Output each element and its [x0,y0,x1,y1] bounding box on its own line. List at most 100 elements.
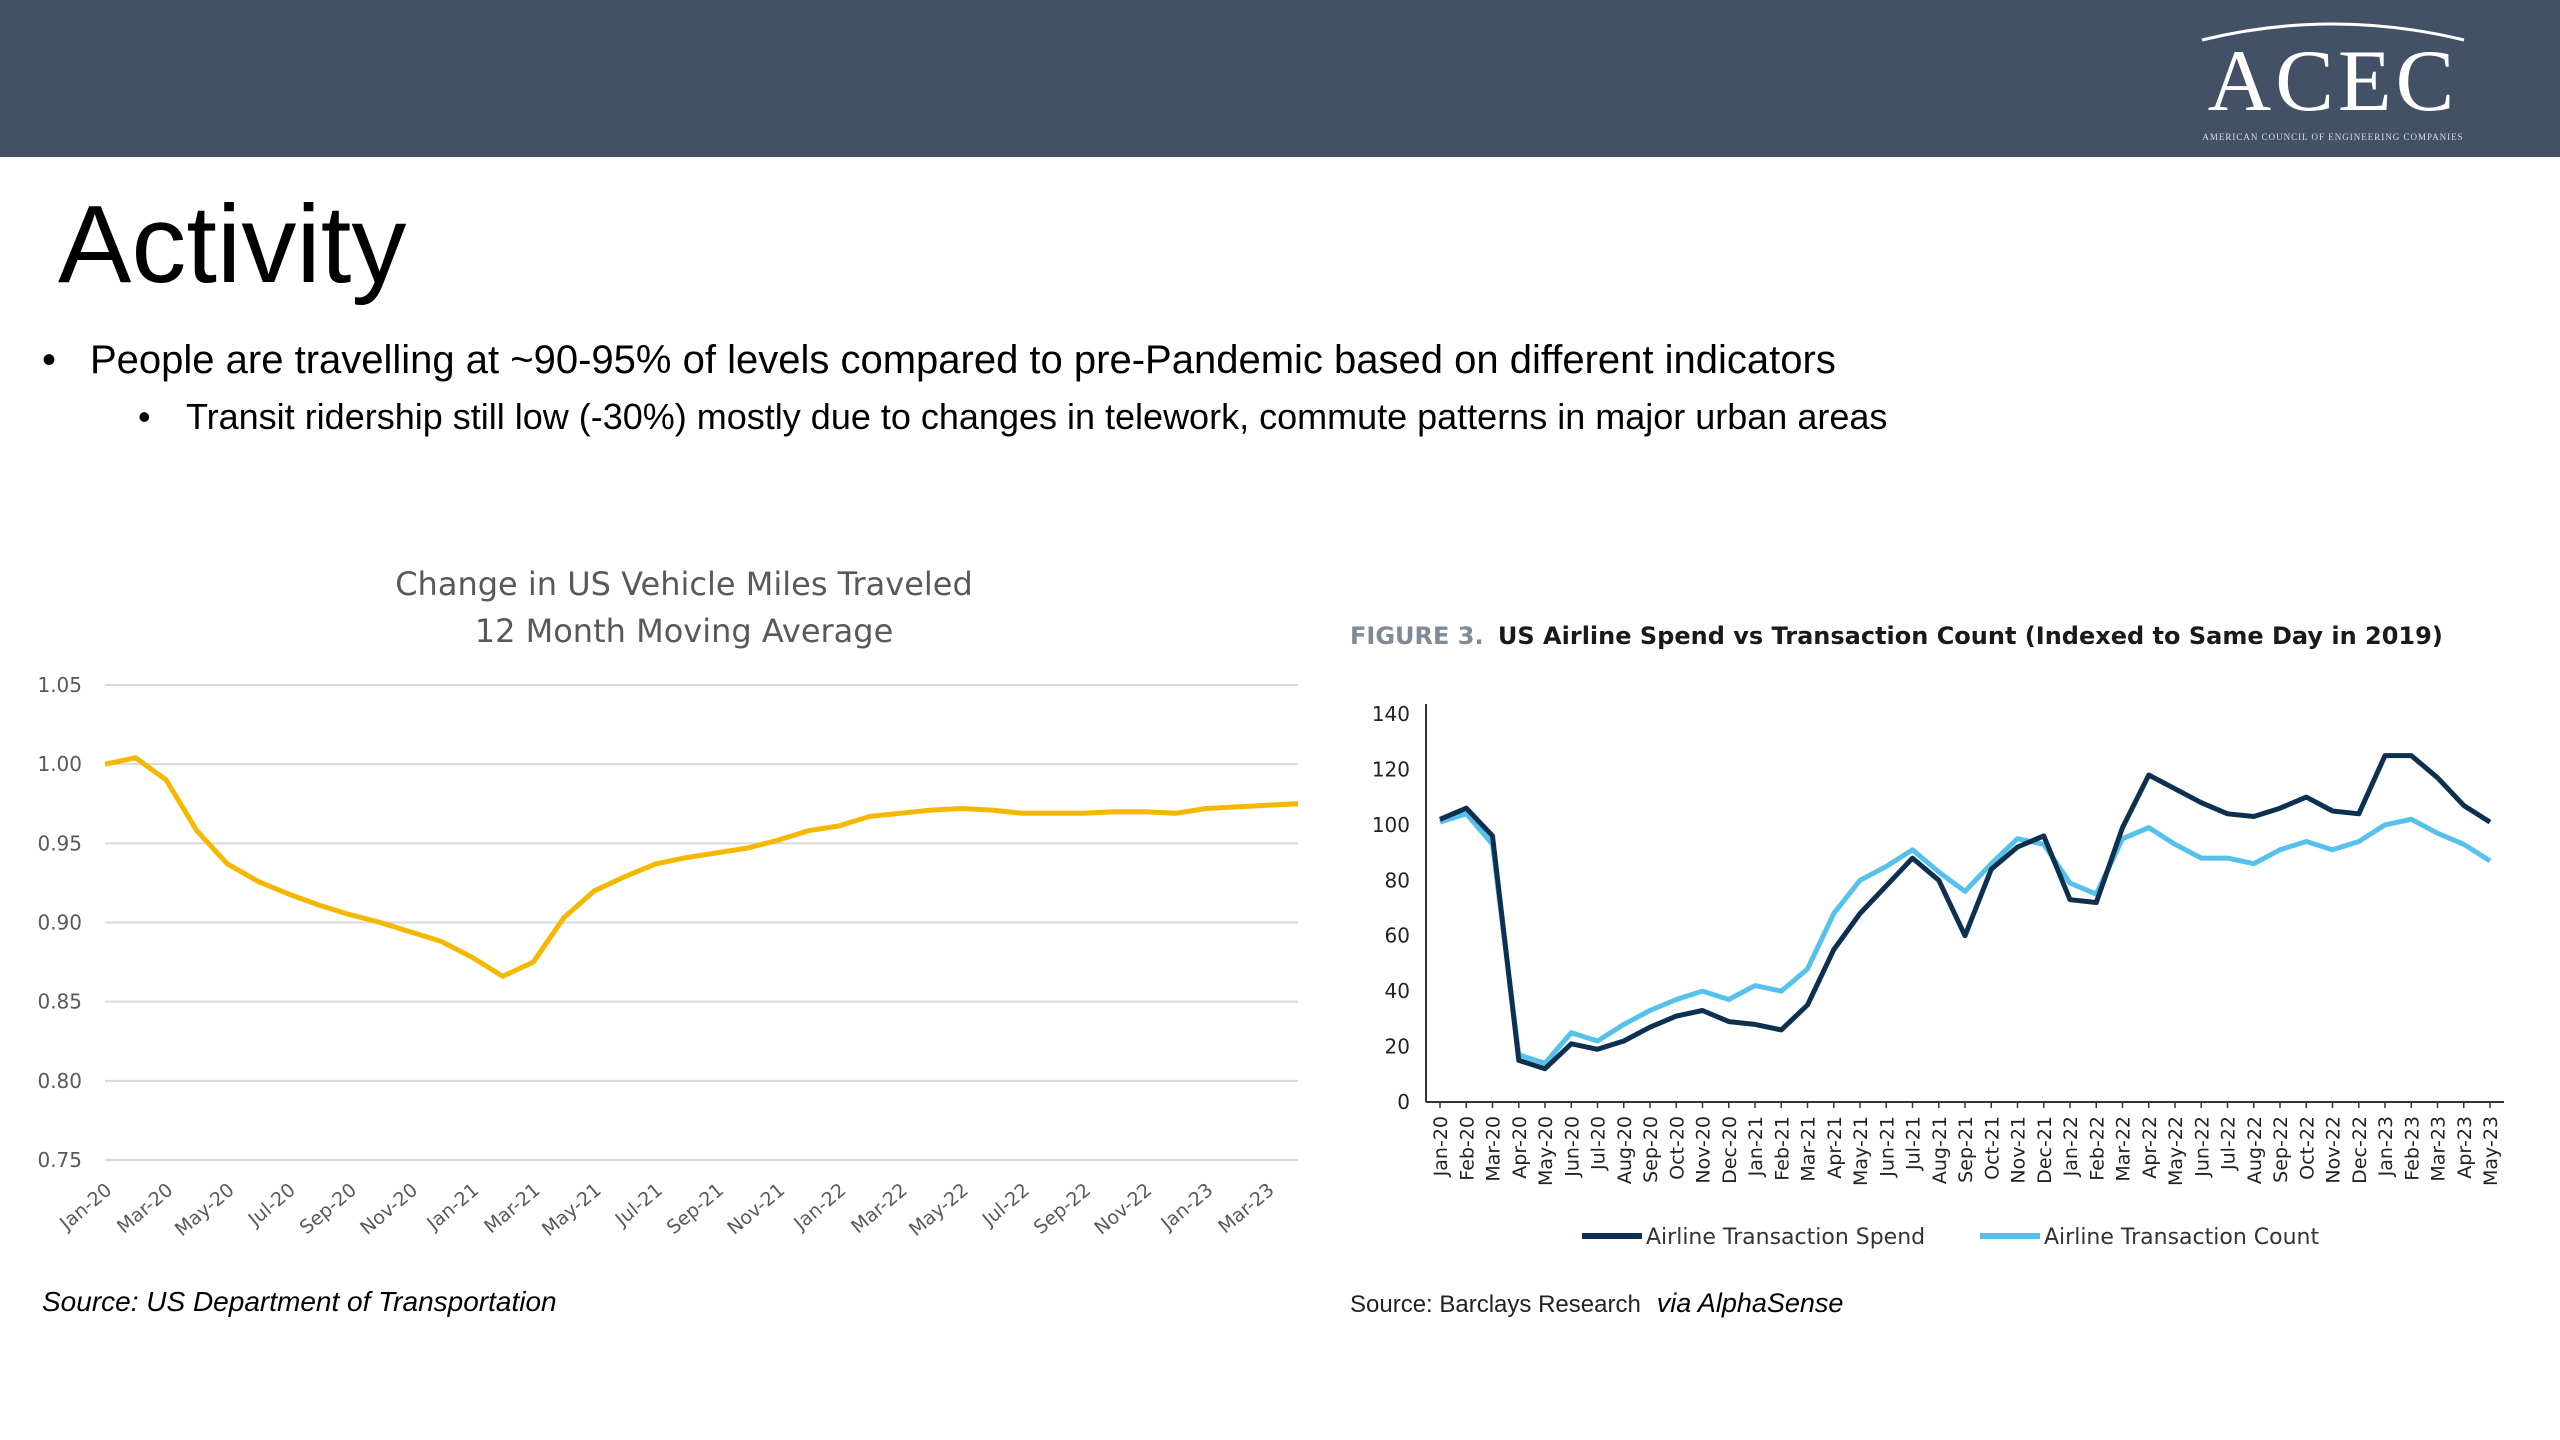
airline-xtick-label: Mar-21 [1798,1116,1820,1182]
vmt-xtick-label: Mar-20 [113,1179,177,1238]
vmt-ytick-label: 0.90 [37,911,82,935]
bullet-2: • Transit ridership still low (-30%) most… [138,397,1887,437]
vmt-ytick-label: 0.85 [37,990,82,1014]
airline-chart-title: US Airline Spend vs Transaction Count (I… [1498,622,2443,650]
airline-xtick-label: Apr-20 [1509,1116,1531,1179]
airline-xtick-label: Mar-23 [2428,1116,2450,1182]
airline-xtick-label: Dec-20 [1719,1116,1741,1184]
airline-xtick-label: Apr-23 [2454,1116,2476,1179]
vmt-xtick-label: Mar-22 [847,1179,911,1238]
airline-xtick-label: May-22 [2165,1116,2187,1186]
airline-xtick-label: Jan-23 [2375,1116,2397,1177]
bullet-1-glyph: • [42,338,57,382]
source-right: Source: Barclays Research via AlphaSense [1350,1288,1843,1319]
vmt-xtick-label: May-21 [538,1179,606,1241]
vmt-xtick-label: Nov-22 [1090,1179,1156,1239]
vmt-xtick-label: Mar-23 [1214,1179,1278,1238]
airline-ytick-label: 80 [1385,868,1410,892]
airline-xtick-label: Nov-21 [2008,1116,2030,1184]
airline-xtick-label: Mar-20 [1483,1116,1505,1182]
airline-xtick-label: Feb-20 [1456,1116,1478,1181]
airline-spend-line [1439,753,2492,1072]
vmt-xtick-label: Jan-21 [422,1179,483,1235]
airline-xtick-label: Jun-21 [1876,1116,1898,1178]
vmt-ytick-label: 0.80 [37,1069,82,1093]
airline-xtick-label: Feb-23 [2401,1116,2423,1181]
vmt-chart: Change in US Vehicle Miles Traveled 12 M… [37,565,1299,1241]
vmt-ytick-label: 0.95 [37,831,82,855]
vmt-ytick-label: 1.00 [37,752,82,776]
vmt-ytick-label: 0.75 [37,1148,82,1172]
bullet-1: • People are travelling at ~90-95% of lev… [42,338,1836,382]
airline-ytick-label: 60 [1385,924,1410,948]
airline-xtick-label: Jul-21 [1903,1116,1925,1171]
figure-label: FIGURE 3. [1350,622,1484,650]
vmt-xtick-label: Nov-21 [723,1179,789,1239]
vmt-xtick-label: Jul-22 [978,1179,1034,1231]
airline-xtick-label: Oct-21 [1981,1116,2003,1180]
vmt-xtick-label: Sep-21 [663,1179,728,1239]
airline-chart-heading: FIGURE 3. US Airline Spend vs Transactio… [1350,622,2443,650]
vmt-chart-title: Change in US Vehicle Miles Traveled [395,565,973,603]
airline-count-line [1439,811,2492,1066]
airline-ytick-label: 140 [1372,702,1410,726]
vmt-xtick-label: Jan-20 [55,1179,116,1235]
vmt-xtick-label: Nov-20 [356,1179,422,1239]
bullet-2-text: Transit ridership still low (-30%) mostl… [186,396,1888,437]
airline-xtick-label: Nov-22 [2323,1116,2345,1184]
vmt-ytick-label: 1.05 [37,673,82,697]
source-left: Source: US Department of Transportation [42,1286,557,1317]
airline-xtick-label: Aug-22 [2244,1116,2266,1184]
airline-chart: FIGURE 3. US Airline Spend vs Transactio… [1350,622,2504,1250]
airline-xtick-label: Feb-21 [1771,1116,1793,1181]
airline-xtick-label: May-23 [2480,1116,2502,1186]
vmt-xtick-label: Mar-21 [480,1179,544,1238]
airline-xtick-label: Jul-20 [1588,1116,1610,1171]
vmt-xtick-label: Jul-21 [611,1179,667,1231]
airline-xtick-label: Oct-22 [2296,1116,2318,1180]
airline-xtick-label: Jun-20 [1561,1116,1583,1178]
vmt-chart-subtitle: 12 Month Moving Average [475,612,894,650]
legend-label-count: Airline Transaction Count [2044,1225,2319,1250]
header-bar: ACEC AMERICAN COUNCIL OF ENGINEERING COM… [0,0,2560,157]
airline-xtick-label: Apr-22 [2139,1116,2161,1179]
vmt-xtick-label: Sep-22 [1030,1179,1095,1239]
bullet-1-text: People are travelling at ~90-95% of leve… [90,338,1836,382]
airline-xtick-label: Feb-22 [2086,1116,2108,1181]
airline-xtick-label: May-20 [1535,1116,1557,1186]
vmt-xtick-label: May-20 [171,1179,239,1241]
vmt-xtick-label: May-22 [905,1179,973,1241]
airline-xtick-label: Mar-22 [2113,1116,2135,1182]
vmt-xtick-label: Jan-22 [789,1179,850,1235]
bullet-2-glyph: • [138,396,151,437]
source-right-via: via AlphaSense [1656,1288,1844,1318]
airline-xtick-label: Sep-21 [1955,1116,1977,1183]
logo-wordmark: ACEC [2207,33,2459,130]
airline-xtick-label: Dec-21 [2034,1116,2056,1184]
airline-ytick-label: 0 [1397,1090,1410,1114]
airline-ytick-label: 100 [1372,813,1410,837]
logo-subtext: AMERICAN COUNCIL OF ENGINEERING COMPANIE… [2202,132,2464,142]
airline-xtick-label: Jan-21 [1745,1116,1767,1177]
airline-xtick-label: Jul-22 [2218,1116,2240,1171]
airline-xtick-label: Apr-21 [1824,1116,1846,1179]
airline-xtick-label: Jun-22 [2191,1116,2213,1178]
airline-ytick-label: 120 [1372,757,1410,781]
airline-xtick-label: Sep-20 [1640,1116,1662,1183]
logo-arc-icon [2201,22,2465,42]
airline-xtick-label: Sep-22 [2270,1116,2292,1183]
airline-xtick-label: Dec-22 [2349,1116,2371,1184]
airline-xtick-label: Aug-21 [1929,1116,1951,1184]
airline-xtick-label: Nov-20 [1693,1116,1715,1184]
legend-label-spend: Airline Transaction Spend [1646,1225,1925,1250]
vmt-xtick-label: Jul-20 [244,1179,300,1231]
airline-xtick-label: Jan-20 [1430,1116,1452,1177]
vmt-xtick-label: Sep-20 [296,1179,361,1239]
airline-xtick-label: May-21 [1850,1116,1872,1186]
airline-xtick-label: Aug-20 [1614,1116,1636,1184]
acec-logo: ACEC AMERICAN COUNCIL OF ENGINEERING COM… [2168,14,2498,150]
vmt-series-line [104,755,1299,979]
airline-ytick-label: 40 [1385,979,1410,1003]
airline-xtick-label: Jan-22 [2060,1116,2082,1177]
source-right-text: Source: Barclays Research [1350,1291,1641,1318]
